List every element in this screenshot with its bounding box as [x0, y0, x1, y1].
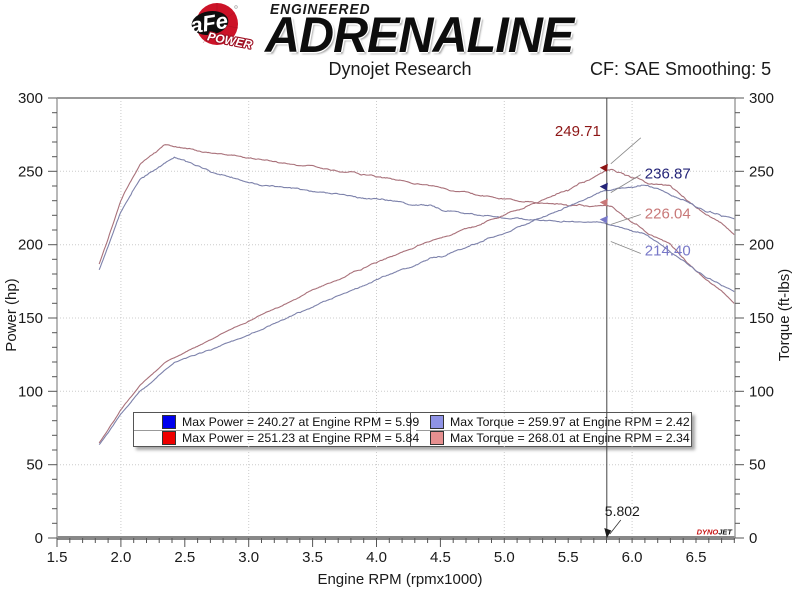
- svg-text:226.04: 226.04: [645, 206, 691, 223]
- svg-text:100: 100: [749, 383, 774, 400]
- svg-text:100: 100: [18, 383, 43, 400]
- svg-text:6.0: 6.0: [622, 549, 643, 566]
- svg-text:200: 200: [749, 237, 774, 254]
- svg-text:150: 150: [749, 310, 774, 327]
- svg-text:3.5: 3.5: [302, 549, 323, 566]
- svg-text:2.0: 2.0: [110, 549, 131, 566]
- svg-text:1.5: 1.5: [47, 549, 68, 566]
- svg-text:50: 50: [26, 457, 43, 474]
- svg-text:236.87: 236.87: [645, 166, 691, 183]
- svg-text:300: 300: [749, 90, 774, 107]
- svg-text:4.0: 4.0: [366, 549, 387, 566]
- svg-text:0: 0: [35, 530, 43, 547]
- svg-text:300: 300: [18, 90, 43, 107]
- svg-text:DYNOJET: DYNOJET: [697, 528, 734, 537]
- svg-text:250: 250: [18, 163, 43, 180]
- svg-text:250: 250: [749, 163, 774, 180]
- svg-text:50: 50: [749, 457, 766, 474]
- svg-text:4.5: 4.5: [430, 549, 451, 566]
- svg-text:2.5: 2.5: [174, 549, 195, 566]
- svg-text:214.40: 214.40: [645, 243, 691, 260]
- svg-text:249.71: 249.71: [555, 123, 601, 140]
- svg-text:200: 200: [18, 237, 43, 254]
- svg-text:3.0: 3.0: [238, 549, 259, 566]
- svg-text:5.5: 5.5: [558, 549, 579, 566]
- svg-text:6.5: 6.5: [686, 549, 707, 566]
- svg-text:5.0: 5.0: [494, 549, 515, 566]
- svg-text:5.802: 5.802: [605, 503, 640, 519]
- svg-text:0: 0: [749, 530, 757, 547]
- svg-text:150: 150: [18, 310, 43, 327]
